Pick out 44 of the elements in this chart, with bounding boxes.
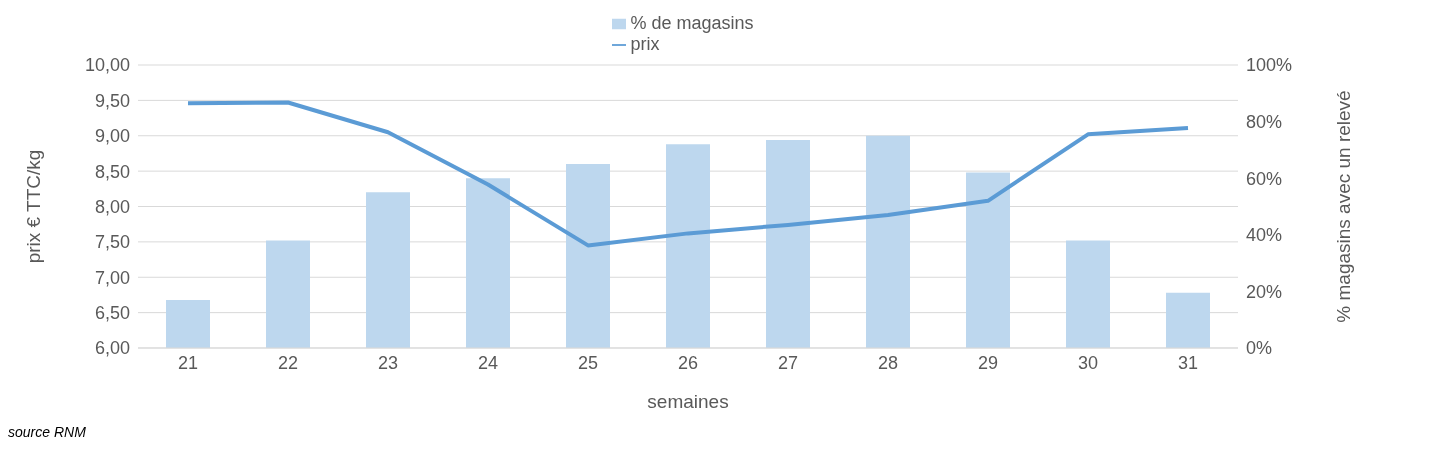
x-tick-label: 24: [477, 352, 499, 373]
bar: [1166, 292, 1210, 348]
x-tick-label: 25: [577, 352, 599, 373]
y-tick-label: 7,00: [94, 267, 130, 288]
y2-tick-label: 100%: [1246, 55, 1293, 76]
x-tick-label: 27: [777, 352, 799, 373]
bar: [1066, 240, 1110, 348]
line-series: [186, 100, 1190, 248]
x-tick-label: 31: [1177, 352, 1199, 373]
bar: [266, 240, 310, 348]
x-tick-label: 26: [677, 352, 699, 373]
bar: [666, 144, 710, 348]
x-tick-label: 21: [177, 352, 199, 373]
y2-tick-label: 80%: [1246, 111, 1283, 132]
y2-tick-label: 60%: [1246, 168, 1283, 189]
bar: [166, 299, 210, 348]
bar: [366, 192, 410, 348]
y-tick-label: 8,00: [94, 196, 130, 217]
x-tick-label: 28: [877, 352, 899, 373]
bar: [866, 135, 910, 348]
y-tick-label: 7,50: [94, 232, 130, 253]
bar: [466, 178, 510, 348]
y-tick-label: 9,50: [94, 90, 130, 111]
x-axis-title: semaines: [647, 391, 729, 412]
x-tick-label: 23: [377, 352, 399, 373]
y-tick-label: 8,50: [94, 161, 130, 182]
bar: [566, 164, 610, 348]
y-tick-label: 9,00: [94, 126, 130, 147]
legend-label: prix: [630, 34, 660, 54]
x-tick-label: 29: [977, 352, 999, 373]
y2-tick-label: 20%: [1246, 281, 1283, 302]
y2-axis-title: % magasins avec un relevé: [1332, 90, 1354, 323]
legend-label: % de magasins: [630, 13, 754, 33]
y-tick-label: 10,00: [84, 55, 130, 76]
bar: [966, 172, 1010, 348]
x-tick-label: 30: [1077, 352, 1099, 373]
y-tick-label: 6,00: [94, 338, 130, 359]
y-axis-title: prix € TTC/kg: [22, 149, 44, 264]
x-tick-label: 22: [277, 352, 299, 373]
y2-tick-label: 0%: [1246, 338, 1273, 359]
y2-tick-label: 40%: [1246, 225, 1283, 246]
source-note: source RNM: [8, 424, 87, 440]
y-tick-label: 6,50: [94, 303, 130, 324]
bar: [766, 140, 810, 348]
